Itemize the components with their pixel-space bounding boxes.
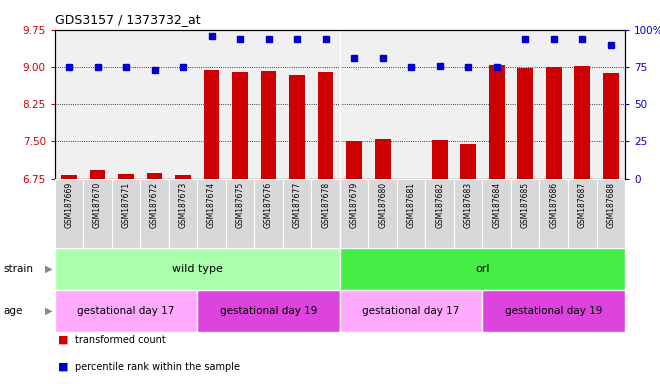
Bar xyxy=(118,174,134,179)
Bar xyxy=(176,175,191,179)
Text: transformed count: transformed count xyxy=(75,335,165,345)
Bar xyxy=(254,179,283,248)
Text: gestational day 19: gestational day 19 xyxy=(220,306,317,316)
Text: GSM187683: GSM187683 xyxy=(464,182,473,228)
Text: percentile rank within the sample: percentile rank within the sample xyxy=(75,362,240,372)
Bar xyxy=(432,140,447,179)
Bar xyxy=(226,179,254,248)
Bar xyxy=(55,290,197,332)
Bar xyxy=(340,248,625,290)
Bar xyxy=(141,179,169,248)
Bar xyxy=(169,179,197,248)
Bar xyxy=(482,290,625,332)
Bar xyxy=(603,73,618,179)
Bar xyxy=(568,179,597,248)
Bar xyxy=(511,179,539,248)
Text: GSM187682: GSM187682 xyxy=(435,182,444,228)
Text: GSM187679: GSM187679 xyxy=(350,182,358,228)
Text: GSM187686: GSM187686 xyxy=(549,182,558,228)
Text: GSM187672: GSM187672 xyxy=(150,182,159,228)
Bar xyxy=(204,70,219,179)
Bar xyxy=(539,179,568,248)
Bar xyxy=(147,173,162,179)
Bar xyxy=(403,179,419,182)
Bar xyxy=(597,179,625,248)
Text: ■: ■ xyxy=(58,335,69,345)
Bar xyxy=(426,179,454,248)
Bar xyxy=(340,290,482,332)
Bar xyxy=(454,179,482,248)
Text: GSM187670: GSM187670 xyxy=(93,182,102,228)
Bar xyxy=(340,179,368,248)
Bar xyxy=(90,170,106,179)
Bar xyxy=(232,72,248,179)
Bar xyxy=(312,179,340,248)
Bar xyxy=(517,68,533,179)
Text: GSM187669: GSM187669 xyxy=(65,182,73,228)
Text: wild type: wild type xyxy=(172,264,223,274)
Text: GSM187677: GSM187677 xyxy=(292,182,302,228)
Text: GDS3157 / 1373732_at: GDS3157 / 1373732_at xyxy=(55,13,201,26)
Text: GSM187673: GSM187673 xyxy=(179,182,187,228)
Text: GSM187678: GSM187678 xyxy=(321,182,330,228)
Bar xyxy=(289,74,305,179)
Bar xyxy=(546,67,562,179)
Bar xyxy=(261,71,277,179)
Bar xyxy=(83,179,112,248)
Text: orl: orl xyxy=(475,264,490,274)
Text: GSM187674: GSM187674 xyxy=(207,182,216,228)
Bar xyxy=(346,141,362,179)
Text: ▶: ▶ xyxy=(45,306,52,316)
Text: gestational day 19: gestational day 19 xyxy=(505,306,603,316)
Text: gestational day 17: gestational day 17 xyxy=(77,306,175,316)
Text: GSM187685: GSM187685 xyxy=(521,182,530,228)
Bar xyxy=(574,66,590,179)
Text: GSM187687: GSM187687 xyxy=(578,182,587,228)
Bar xyxy=(55,248,340,290)
Bar xyxy=(61,175,77,179)
Text: ■: ■ xyxy=(58,362,69,372)
Bar xyxy=(197,179,226,248)
Bar xyxy=(112,179,141,248)
Bar xyxy=(283,179,312,248)
Text: age: age xyxy=(3,306,22,316)
Text: ▶: ▶ xyxy=(45,264,52,274)
Text: GSM187675: GSM187675 xyxy=(236,182,245,228)
Text: GSM187671: GSM187671 xyxy=(121,182,131,228)
Bar xyxy=(318,72,333,179)
Bar xyxy=(375,139,391,179)
Bar xyxy=(368,179,397,248)
Text: GSM187680: GSM187680 xyxy=(378,182,387,228)
Bar xyxy=(55,179,83,248)
Text: GSM187688: GSM187688 xyxy=(607,182,615,228)
Text: GSM187684: GSM187684 xyxy=(492,182,501,228)
Bar xyxy=(197,290,340,332)
Text: GSM187681: GSM187681 xyxy=(407,182,416,228)
Bar xyxy=(482,179,511,248)
Text: GSM187676: GSM187676 xyxy=(264,182,273,228)
Text: strain: strain xyxy=(3,264,33,274)
Bar xyxy=(489,65,504,179)
Bar xyxy=(397,179,426,248)
Text: gestational day 17: gestational day 17 xyxy=(362,306,460,316)
Bar xyxy=(461,144,476,179)
